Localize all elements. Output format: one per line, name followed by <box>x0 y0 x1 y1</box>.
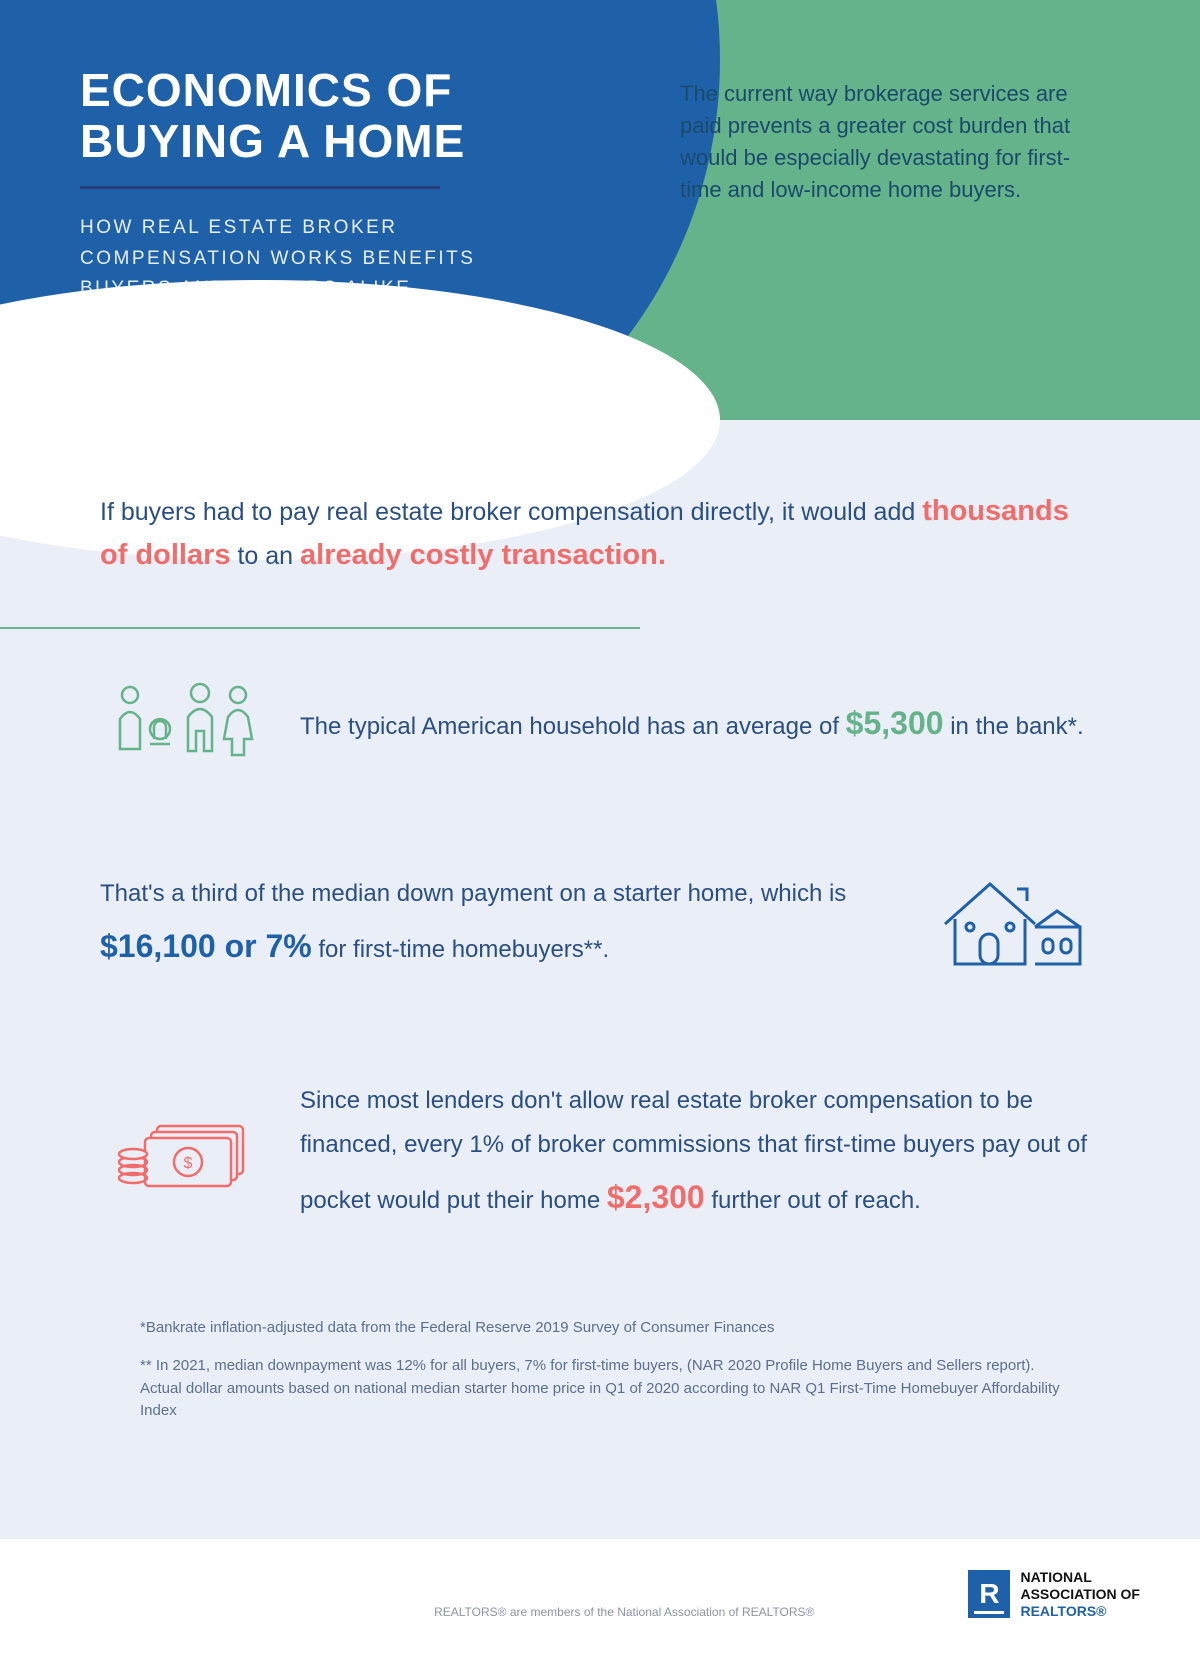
footer-note: REALTORS® are members of the National As… <box>280 1605 968 1619</box>
page-title: ECONOMICS OF BUYING A HOME <box>80 65 560 166</box>
fact1-post: in the bank*. <box>950 713 1083 740</box>
nar-logo-text: NATIONAL ASSOCIATION OF REALTORS® <box>1020 1569 1140 1619</box>
title-block: ECONOMICS OF BUYING A HOME HOW REAL ESTA… <box>80 65 560 304</box>
lead-pre: If buyers had to pay real estate broker … <box>100 498 922 526</box>
money-icon: $ <box>100 1108 270 1198</box>
fact2-amount: $16,100 or 7% <box>100 928 312 964</box>
lead-paragraph: If buyers had to pay real estate broker … <box>0 420 1200 617</box>
nar-logo-r-icon: R <box>968 1570 1010 1618</box>
footnote-1: *Bankrate inflation-adjusted data from t… <box>140 1317 1060 1340</box>
lead-highlight-2: already costly transaction. <box>300 539 666 571</box>
nar-logo: R NATIONAL ASSOCIATION OF REALTORS® <box>968 1569 1140 1619</box>
lead-mid: to an <box>237 542 300 570</box>
fact-household: The typical American household has an av… <box>0 629 1200 819</box>
fact1-amount: $5,300 <box>846 705 944 741</box>
fact-commission: $ Since most lenders don't allow real es… <box>0 1029 1200 1277</box>
body-section: If buyers had to pay real estate broker … <box>0 420 1200 1539</box>
logo-line-1: NATIONAL <box>1020 1569 1140 1586</box>
fact2-post: for first-time homebuyers**. <box>318 936 609 963</box>
house-icon <box>930 869 1100 979</box>
fact-downpayment-text: That's a third of the median down paymen… <box>100 872 900 976</box>
footer: REALTORS® are members of the National As… <box>0 1539 1200 1659</box>
logo-line-2: ASSOCIATION OF <box>1020 1586 1140 1603</box>
svg-text:$: $ <box>184 1155 193 1172</box>
footnote-2: ** In 2021, median downpayment was 12% f… <box>140 1355 1060 1423</box>
footnotes: *Bankrate inflation-adjusted data from t… <box>0 1277 1200 1499</box>
family-icon <box>100 679 270 769</box>
fact3-amount: $2,300 <box>607 1179 705 1215</box>
fact-household-text: The typical American household has an av… <box>300 694 1100 753</box>
fact-downpayment: That's a third of the median down paymen… <box>0 819 1200 1029</box>
fact2-pre: That's a third of the median down paymen… <box>100 880 846 907</box>
title-rule <box>80 186 440 189</box>
fact3-post: further out of reach. <box>711 1187 920 1214</box>
logo-line-3: REALTORS® <box>1020 1603 1140 1620</box>
intro-text: The current way brokerage services are p… <box>680 78 1110 206</box>
fact1-pre: The typical American household has an av… <box>300 713 846 740</box>
fact-commission-text: Since most lenders don't allow real esta… <box>300 1079 1100 1227</box>
